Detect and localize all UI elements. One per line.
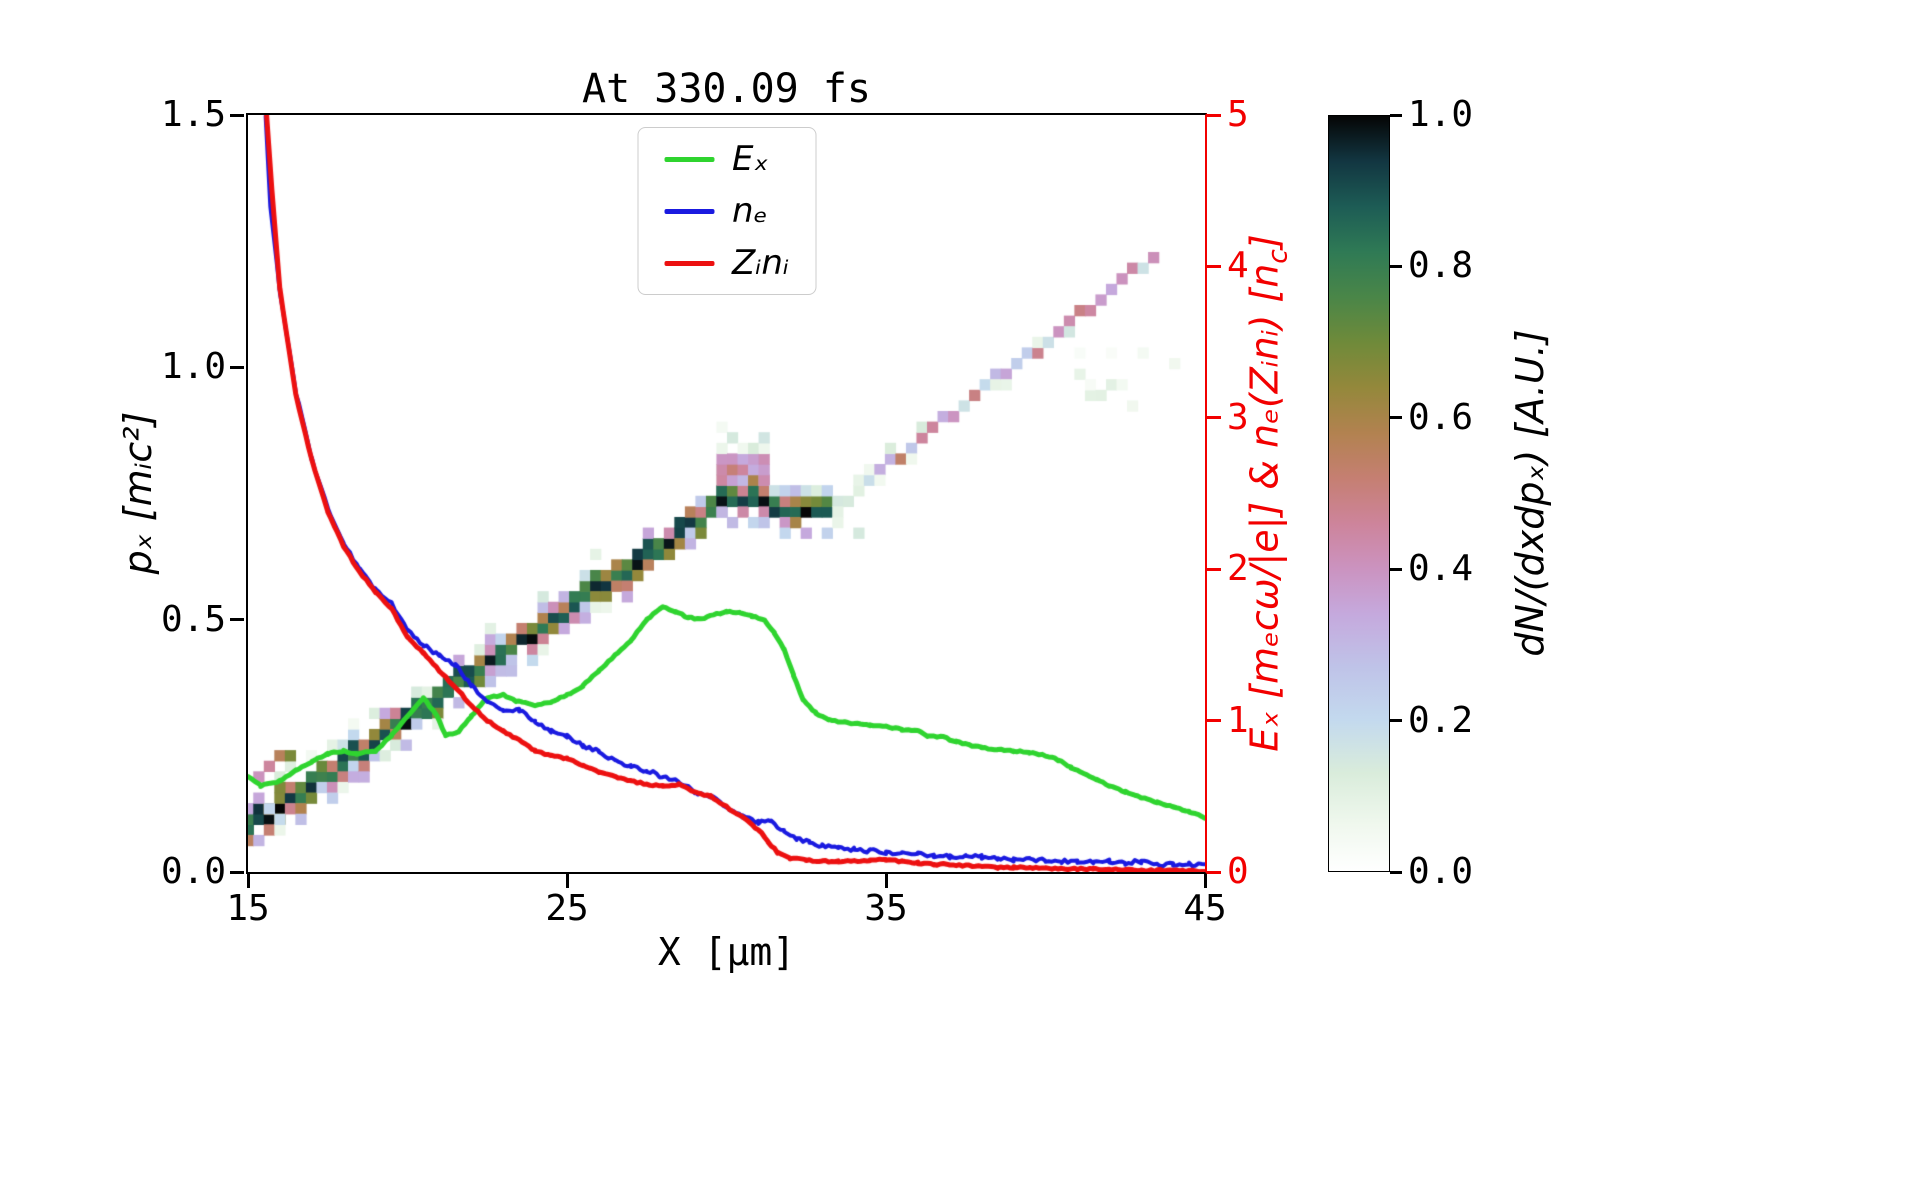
y-axis-label-right-close: ] <box>1242 234 1287 250</box>
y-left-tick-label: 0.5 <box>160 598 226 640</box>
y-right-tick-label: 5 <box>1227 94 1249 135</box>
colorbar-tick-label: 1.0 <box>1408 94 1474 135</box>
legend-label-zini: Zᵢnᵢ <box>732 243 789 283</box>
y-right-tick-label: 2 <box>1227 548 1249 590</box>
plot-title: At 330.09 fs <box>582 66 871 112</box>
legend-item-ex: Eₓ <box>664 142 789 176</box>
x-tick-label: 25 <box>545 888 589 929</box>
colorbar-tick-mark <box>1390 416 1402 420</box>
y-right-tick-label: 4 <box>1227 245 1249 287</box>
y-left-tick-label: 0.0 <box>160 851 226 892</box>
colorbar-tick-mark <box>1390 567 1402 571</box>
colorbar-tick-mark <box>1390 870 1402 874</box>
legend: Eₓ nₑ Zᵢnᵢ <box>637 127 816 295</box>
x-tick-mark <box>565 874 569 888</box>
y-right-tick-mark <box>1207 719 1221 723</box>
y-right-tick-mark <box>1207 870 1221 874</box>
y-right-tick-mark <box>1207 264 1221 268</box>
x-tick-mark <box>246 874 250 888</box>
colorbar-tick-mark <box>1390 113 1402 117</box>
x-axis-label: X [μm] <box>657 930 796 974</box>
y-left-tick-mark <box>230 618 244 622</box>
y-left-tick-mark <box>230 113 244 117</box>
x-tick-label: 15 <box>226 888 270 929</box>
y-axis-label-left: pₓ [mᵢc²] <box>116 411 160 575</box>
plot-frame: Eₓ nₑ Zᵢnᵢ <box>246 113 1207 874</box>
legend-swatch-zini <box>664 260 714 266</box>
y-right-tick-mark <box>1207 113 1221 117</box>
colorbar <box>1328 115 1390 872</box>
colorbar-tick-label: 0.2 <box>1408 699 1474 741</box>
legend-swatch-ex <box>664 156 714 162</box>
colorbar-tick-label: 0.0 <box>1408 851 1474 892</box>
y-left-tick-label: 1.0 <box>160 346 226 388</box>
y-right-tick-label: 0 <box>1227 851 1249 892</box>
colorbar-tick-label: 0.4 <box>1408 548 1474 590</box>
x-tick-label: 35 <box>864 888 908 929</box>
colorbar-tick-mark <box>1390 264 1402 268</box>
y-axis-label-right-text: Eₓ [mₑcω/|e|] & nₑ(Zᵢnᵢ) [n <box>1242 263 1287 752</box>
legend-swatch-ne <box>664 208 714 214</box>
legend-item-zini: Zᵢnᵢ <box>664 246 789 280</box>
y-axis-label-right-sub: c <box>1262 249 1294 264</box>
y-right-tick-mark <box>1207 567 1221 571</box>
colorbar-label: dN/(dxdpₓ) [A.U.] <box>1508 329 1552 657</box>
y-left-tick-label: 1.5 <box>160 94 226 135</box>
y-right-tick-label: 1 <box>1227 699 1249 741</box>
y-right-tick-mark <box>1207 416 1221 420</box>
x-tick-mark <box>1203 874 1207 888</box>
colorbar-tick-label: 0.6 <box>1408 396 1474 438</box>
legend-item-ne: nₑ <box>664 194 789 228</box>
colorbar-tick-label: 0.8 <box>1408 245 1474 287</box>
y-left-tick-mark <box>230 365 244 369</box>
x-tick-mark <box>884 874 888 888</box>
legend-label-ex: Eₓ <box>732 139 769 179</box>
x-tick-label: 45 <box>1183 888 1227 929</box>
y-left-tick-mark <box>230 870 244 874</box>
colorbar-tick-mark <box>1390 719 1402 723</box>
legend-label-ne: nₑ <box>732 191 768 231</box>
y-right-tick-label: 3 <box>1227 396 1249 438</box>
y-axis-label-right: Eₓ [mₑcω/|e|] & nₑ(Zᵢnᵢ) [nc] <box>1243 234 1294 751</box>
